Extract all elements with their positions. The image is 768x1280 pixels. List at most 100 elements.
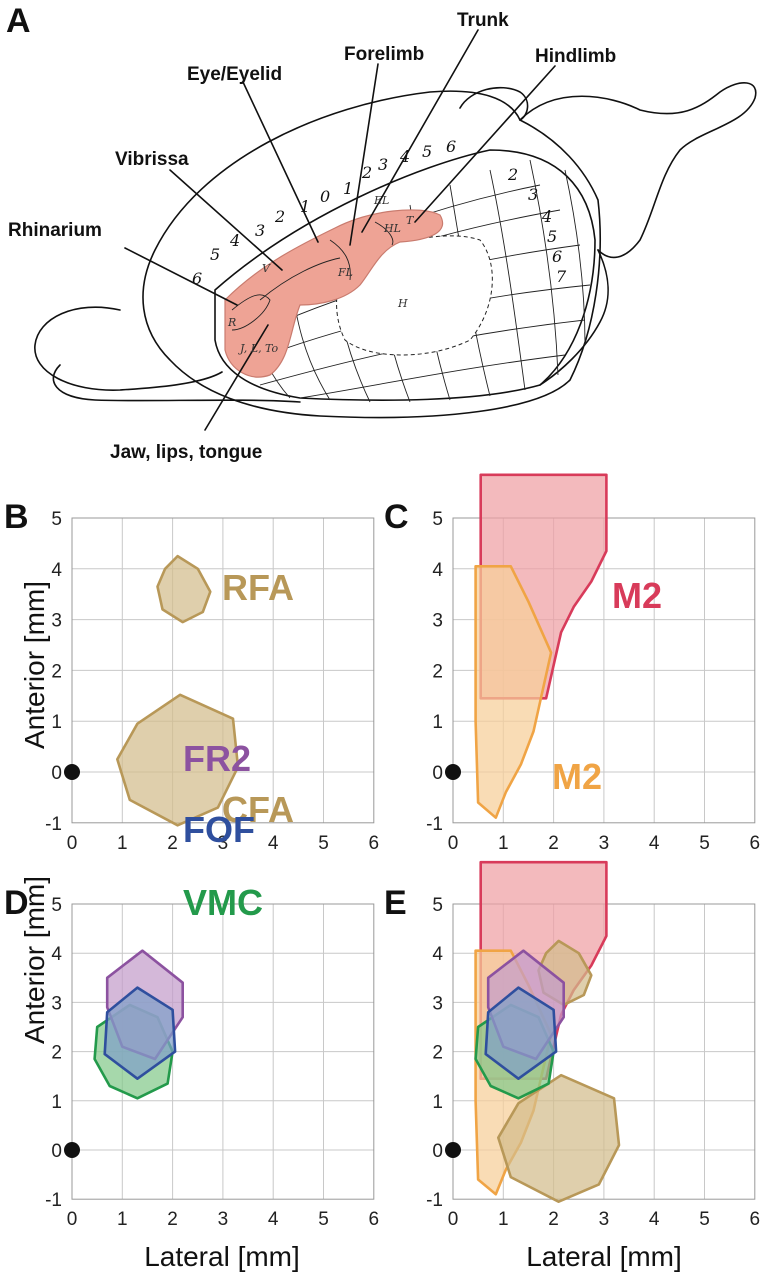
leader-jaw [204,324,269,431]
xlabel-left: Lateral [mm] [144,1241,300,1272]
x-tick-label: 3 [599,833,610,854]
sketch-region-code: J, L, To [238,342,279,355]
x-tick-label: 6 [369,833,380,854]
x-tick-label: 5 [318,1209,329,1230]
origin-marker [445,1142,461,1158]
leader-trunk [361,29,479,233]
x-tick-label: 1 [498,1209,509,1230]
y-tick-label: 4 [51,560,62,581]
x-tick-label: 3 [218,833,229,854]
x-tick-label: 0 [448,833,459,854]
sketch-region-code: EL [373,194,389,207]
ylabel-top: Anterior [mm] [19,581,50,749]
sketch-number: 4 [399,147,410,166]
region-label: FR2 [183,738,251,779]
region-label: M2 [612,575,662,616]
x-tick-label: 2 [548,1209,559,1230]
sketch-region-code: FL [337,266,353,279]
x-tick-label: 4 [649,833,660,854]
leader-forelimb [349,63,379,246]
leader-rhinarium [124,247,238,306]
cerebellum-inner [459,86,529,121]
mesh-line [489,169,526,391]
x-tick-label: 0 [67,1209,78,1230]
sketch-number: 2 [507,165,518,184]
x-tick-label: 6 [750,833,761,854]
ylabel-bottom: Anterior [mm] [19,876,50,1044]
y-tick-label: 4 [51,944,62,965]
y-tick-label: 1 [432,712,443,733]
x-tick-label: 5 [699,833,710,854]
sketch-region-code: R [227,316,236,329]
y-tick-label: 3 [51,993,62,1014]
sketch-number: 5 [210,245,220,264]
leader-vibrissa [169,169,283,271]
sketch-number: 1 [300,197,310,216]
x-tick-label: 3 [218,1209,229,1230]
region-label: FOF [183,809,255,850]
region-m2 [474,564,553,820]
x-tick-label: 2 [167,833,178,854]
y-tick-label: 5 [432,509,443,530]
y-tick-label: 0 [51,763,62,784]
y-tick-label: 1 [432,1092,443,1113]
sketch-number: 5 [422,142,432,161]
region-cfa [116,693,240,827]
callout-forelimb: Forelimb [344,44,424,65]
x-tick-label: 4 [649,1209,660,1230]
y-tick-label: -1 [426,1190,443,1211]
y-tick-label: 2 [51,661,62,682]
panel-a-callouts: Trunk Forelimb Hindlimb Eye/Eyelid Vibri… [8,10,616,463]
y-tick-label: -1 [45,814,62,835]
region-label: CFA [222,789,294,830]
y-tick-label: 2 [432,1043,443,1064]
y-tick-label: 1 [51,1092,62,1113]
y-tick-label: 4 [432,560,443,581]
hindlimb-interior [336,235,493,356]
origin-marker [445,764,461,780]
callout-vibrissa: Vibrissa [115,149,189,170]
sketch-number: 4 [541,207,552,226]
olfactory-bulb [34,306,223,391]
panel-letter-a: A [6,2,31,40]
mesh-line [564,169,586,346]
region-rfa [156,554,212,624]
sketch-number: 3 [378,155,388,174]
sketch-number: 3 [255,221,265,240]
y-tick-label: 3 [51,611,62,632]
sketch-number: 7 [556,267,567,286]
sketch-region-code: V [262,262,271,275]
x-tick-label: 6 [750,1209,761,1230]
sketch-number: 1 [343,179,353,198]
map-boundary [259,257,341,301]
mesh-outline [214,149,596,401]
y-tick-label: 3 [432,611,443,632]
origin-marker [64,1142,80,1158]
sketch-number: 2 [274,207,285,226]
region-label: VMC [183,882,263,923]
sketch-number: 0 [320,187,330,206]
region-fof [484,986,558,1080]
panel-letter: E [384,884,407,922]
map-boundary [329,239,351,281]
xlabel-right: Lateral [mm] [526,1241,682,1272]
y-tick-label: 2 [432,661,443,682]
x-tick-label: 6 [369,1209,380,1230]
x-tick-label: 1 [498,833,509,854]
y-tick-label: 5 [432,895,443,916]
sketch-number: 5 [547,227,557,246]
callout-hindlimb: Hindlimb [535,46,616,67]
panel-a: A [6,2,757,463]
x-tick-label: 0 [67,833,78,854]
sketch-region-code: HL [383,222,401,235]
callout-jaw: Jaw, lips, tongue [110,442,262,463]
cortex-outline [142,90,601,419]
sketch-region-code: T [406,214,415,227]
y-tick-label: 0 [51,1141,62,1162]
